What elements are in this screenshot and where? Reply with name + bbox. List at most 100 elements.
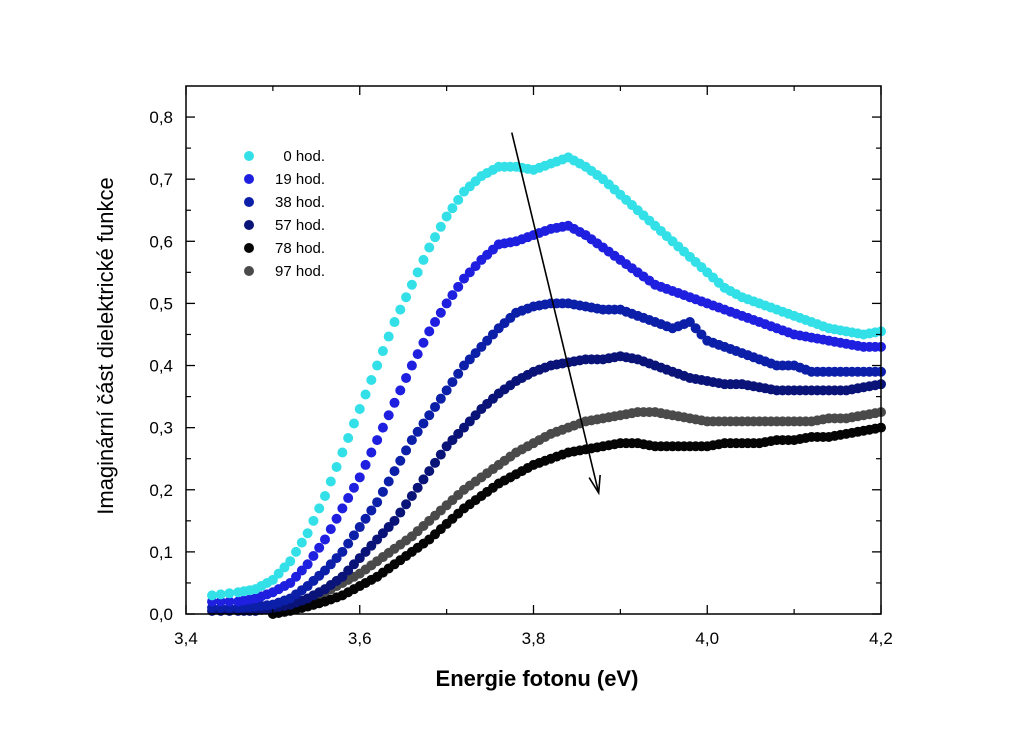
y-tick-label: 0,8 bbox=[149, 108, 173, 127]
x-tick-label: 4,2 bbox=[869, 629, 893, 648]
data-point bbox=[354, 472, 365, 483]
data-point bbox=[424, 466, 435, 477]
data-point bbox=[366, 447, 377, 458]
data-point bbox=[348, 418, 359, 429]
data-point bbox=[372, 435, 383, 446]
data-point bbox=[215, 596, 226, 607]
data-point bbox=[354, 522, 365, 533]
data-point bbox=[395, 507, 406, 518]
data-point bbox=[331, 513, 342, 524]
legend-label: 19 hod. bbox=[275, 171, 325, 188]
series-78hod-points bbox=[267, 422, 886, 619]
x-tick-label: 3,8 bbox=[522, 629, 546, 648]
legend-label: 38 hod. bbox=[275, 194, 325, 211]
data-point bbox=[296, 537, 307, 548]
data-point bbox=[325, 476, 336, 487]
data-point bbox=[424, 410, 435, 421]
legend-marker bbox=[244, 220, 254, 230]
data-point bbox=[424, 326, 435, 337]
data-point bbox=[285, 556, 296, 567]
y-tick-label: 0,3 bbox=[149, 419, 173, 438]
data-point bbox=[430, 457, 441, 468]
data-point bbox=[360, 389, 371, 400]
trend-arrow-head bbox=[588, 474, 601, 496]
data-point bbox=[406, 435, 417, 446]
plot-frame bbox=[185, 85, 882, 615]
data-point bbox=[383, 476, 394, 487]
series-0hod-points bbox=[207, 152, 886, 601]
data-point bbox=[372, 360, 383, 371]
data-point bbox=[447, 203, 458, 214]
data-point bbox=[348, 530, 359, 541]
data-point bbox=[412, 349, 423, 360]
data-point bbox=[337, 503, 348, 514]
data-point bbox=[406, 490, 417, 501]
legend-marker bbox=[244, 151, 254, 161]
x-tick-label: 4,0 bbox=[695, 629, 719, 648]
legend-label: 57 hod. bbox=[275, 217, 325, 234]
y-tick-label: 0,2 bbox=[149, 481, 173, 500]
data-point bbox=[435, 449, 446, 460]
data-point bbox=[424, 242, 435, 253]
data-point bbox=[343, 433, 354, 443]
data-point bbox=[354, 404, 365, 415]
y-tick-label: 0,1 bbox=[149, 543, 173, 562]
series-38hod-points bbox=[207, 298, 886, 613]
legend-marker bbox=[244, 197, 254, 207]
data-point bbox=[395, 385, 406, 396]
data-point bbox=[389, 515, 400, 526]
data-point bbox=[453, 281, 464, 292]
data-point bbox=[418, 418, 429, 429]
y-axis-title: Imaginární část dielektrické funkce bbox=[93, 177, 118, 515]
y-tick-label: 0,6 bbox=[149, 232, 173, 251]
data-point bbox=[418, 254, 429, 265]
data-point bbox=[224, 596, 235, 607]
data-point bbox=[406, 360, 417, 371]
y-tick-label: 0,5 bbox=[149, 294, 173, 313]
x-tick-label: 3,6 bbox=[348, 629, 372, 648]
data-point bbox=[430, 401, 441, 412]
data-point bbox=[401, 499, 412, 510]
data-point bbox=[395, 304, 406, 315]
data-point bbox=[406, 279, 417, 290]
data-point bbox=[302, 528, 313, 539]
data-point bbox=[435, 393, 446, 404]
legend-label: 97 hod. bbox=[275, 263, 325, 280]
data-point bbox=[320, 490, 330, 501]
data-point bbox=[447, 377, 458, 388]
data-point bbox=[331, 461, 342, 472]
data-point bbox=[343, 538, 354, 549]
data-point bbox=[453, 194, 464, 205]
data-point bbox=[441, 298, 452, 309]
data-point bbox=[320, 534, 330, 545]
data-point bbox=[412, 267, 423, 278]
data-point bbox=[447, 290, 458, 301]
ticks-layer: 3,4 3,6 3,8 4,0 4,2 0,0 0,1 0,2 0,3 0,4 0,5 0,6 0,7 0… bbox=[149, 86, 893, 648]
legend-marker bbox=[244, 266, 254, 276]
legend: 0 hod. 19 hod. 38 hod. 57 hod. 78 hod. 97 hod… bbox=[244, 148, 325, 280]
y-tick-label: 0,0 bbox=[149, 605, 173, 624]
data-layer bbox=[207, 152, 886, 619]
data-point bbox=[366, 375, 377, 386]
trend-arrow bbox=[511, 132, 600, 494]
data-point bbox=[441, 211, 452, 222]
data-point bbox=[418, 474, 429, 485]
data-point bbox=[418, 337, 429, 348]
data-point bbox=[207, 590, 218, 601]
data-point bbox=[366, 505, 377, 516]
data-point bbox=[401, 372, 412, 383]
y-tick-label: 0,7 bbox=[149, 170, 173, 189]
legend-marker bbox=[244, 243, 254, 253]
data-point bbox=[389, 466, 400, 477]
data-point bbox=[377, 422, 388, 433]
data-point bbox=[337, 546, 348, 557]
data-point bbox=[435, 221, 446, 232]
data-point bbox=[302, 559, 313, 570]
data-point bbox=[215, 589, 226, 600]
data-point bbox=[430, 232, 441, 243]
data-point bbox=[389, 397, 400, 408]
data-point bbox=[412, 482, 423, 493]
data-point bbox=[308, 515, 319, 526]
data-point bbox=[395, 455, 406, 466]
